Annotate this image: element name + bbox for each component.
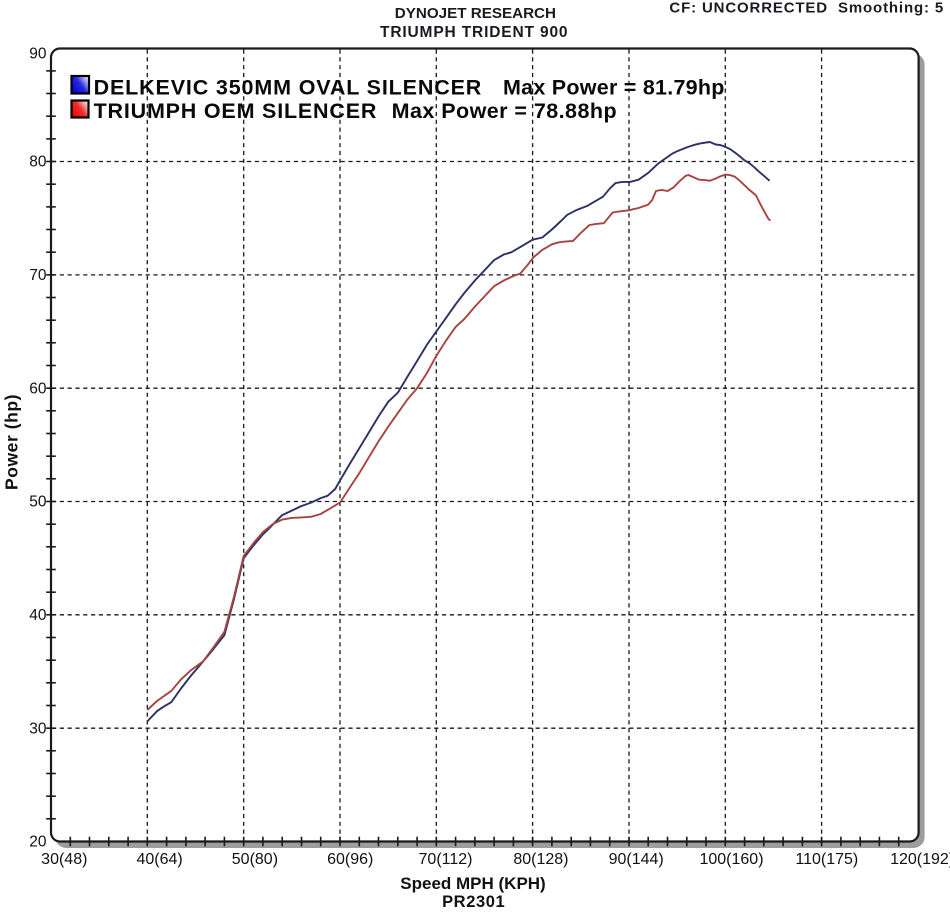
svg-text:80(128): 80(128)	[513, 851, 568, 868]
svg-text:50: 50	[29, 494, 47, 511]
svg-text:40(64): 40(64)	[136, 851, 182, 868]
svg-text:80: 80	[29, 154, 47, 171]
svg-text:PR2301: PR2301	[442, 893, 505, 909]
svg-text:70(112): 70(112)	[419, 851, 473, 868]
svg-text:60(96): 60(96)	[327, 851, 373, 868]
svg-text:30(48): 30(48)	[41, 851, 87, 868]
svg-text:DYNOJET RESEARCH: DYNOJET RESEARCH	[395, 5, 556, 22]
svg-text:30: 30	[29, 720, 47, 737]
svg-text:Power (hp): Power (hp)	[2, 394, 22, 490]
svg-text:Speed MPH (KPH): Speed MPH (KPH)	[400, 874, 545, 893]
svg-text:60: 60	[29, 380, 47, 397]
svg-text:100(160): 100(160)	[699, 851, 763, 868]
svg-text:50(80): 50(80)	[232, 851, 278, 868]
svg-text:70: 70	[29, 267, 47, 284]
svg-text:TRIUMPH TRIDENT 900: TRIUMPH TRIDENT 900	[380, 24, 568, 41]
svg-text:90: 90	[29, 46, 47, 63]
svg-text:20: 20	[29, 834, 47, 851]
svg-text:CF: UNCORRECTED Smoothing: 5: CF: UNCORRECTED Smoothing: 5	[669, 0, 944, 17]
svg-text:90(144): 90(144)	[609, 851, 664, 868]
svg-text:40: 40	[29, 607, 47, 624]
svg-text:120(192): 120(192)	[890, 851, 950, 868]
svg-text:110(175): 110(175)	[795, 851, 858, 868]
